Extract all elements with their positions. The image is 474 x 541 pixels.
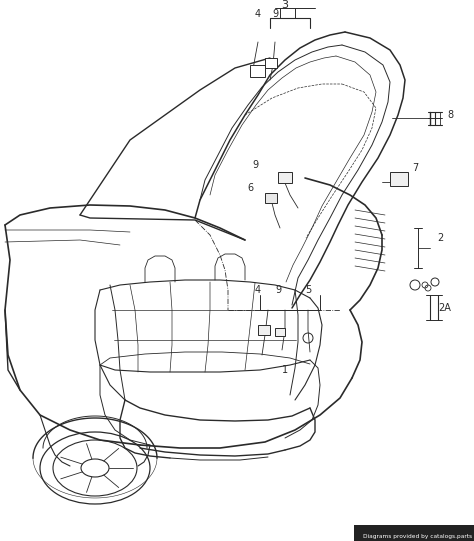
Text: 3: 3 — [282, 0, 289, 10]
Bar — [250, 65, 265, 77]
Bar — [258, 325, 270, 335]
Bar — [278, 172, 292, 183]
Bar — [265, 193, 277, 203]
Text: 2A: 2A — [438, 303, 451, 313]
Bar — [390, 172, 408, 186]
Text: 9: 9 — [272, 9, 278, 19]
Text: 8: 8 — [447, 110, 453, 120]
Text: 9: 9 — [252, 160, 258, 170]
Text: 6: 6 — [247, 183, 253, 193]
Text: 7: 7 — [412, 163, 418, 173]
Text: 4: 4 — [255, 9, 261, 19]
Bar — [265, 58, 277, 68]
Text: 2: 2 — [437, 233, 443, 243]
Text: Diagrams provided by catalogs.parts: Diagrams provided by catalogs.parts — [363, 534, 472, 539]
Bar — [275, 328, 285, 336]
Text: 9: 9 — [275, 285, 281, 295]
Text: 5: 5 — [305, 285, 311, 295]
Text: 1: 1 — [282, 365, 288, 375]
Text: 4: 4 — [255, 285, 261, 295]
